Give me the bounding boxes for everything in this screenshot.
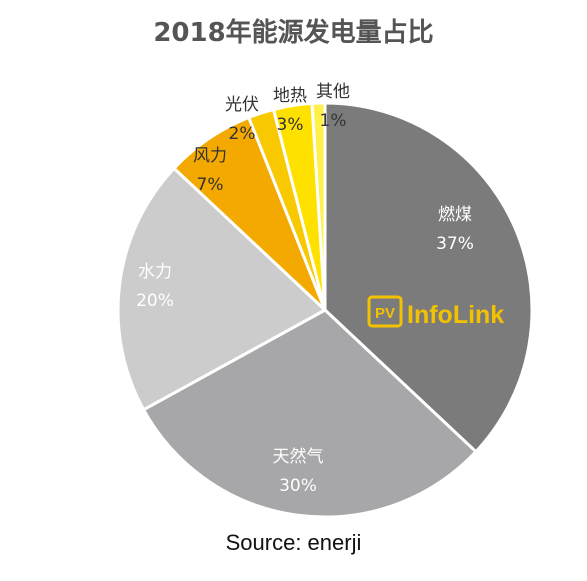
- slice-value-label: 1%: [320, 111, 347, 131]
- pie-slice-2: [142, 308, 478, 519]
- logo-text: InfoLink: [407, 301, 504, 329]
- pie-slice-3: [116, 166, 327, 412]
- source-caption: Source: enerji: [225, 530, 362, 555]
- logo-badge: PV: [375, 305, 395, 322]
- slice-value-label: 37%: [436, 234, 474, 254]
- slice-label: 水力: [138, 262, 172, 282]
- slice-value-label: 2%: [229, 124, 256, 144]
- pie-slice-1: [323, 101, 534, 454]
- slice-label: 地热: [273, 86, 307, 106]
- slice-label: 其他: [316, 82, 350, 102]
- slice-value-label: 30%: [279, 476, 317, 496]
- slice-value-label: 20%: [136, 291, 174, 311]
- infolink-logo: PV InfoLink: [367, 295, 504, 329]
- slice-label: 天然气: [273, 447, 324, 467]
- pie-slice-7: [310, 101, 327, 312]
- pie-slices: [116, 101, 534, 519]
- slice-label: 风力: [193, 146, 227, 166]
- chart-title: 2018年能源发电量占比: [153, 18, 434, 48]
- pie-labels: 燃煤 37% 天然气 30% 水力 20% 风力 7% 光伏 2% 地热 3% 其他 1%: [136, 82, 474, 496]
- slice-value-label: 3%: [277, 115, 304, 135]
- slice-label: 光伏: [225, 95, 259, 115]
- slice-label: 燃煤: [438, 205, 472, 225]
- slice-value-label: 7%: [197, 175, 224, 195]
